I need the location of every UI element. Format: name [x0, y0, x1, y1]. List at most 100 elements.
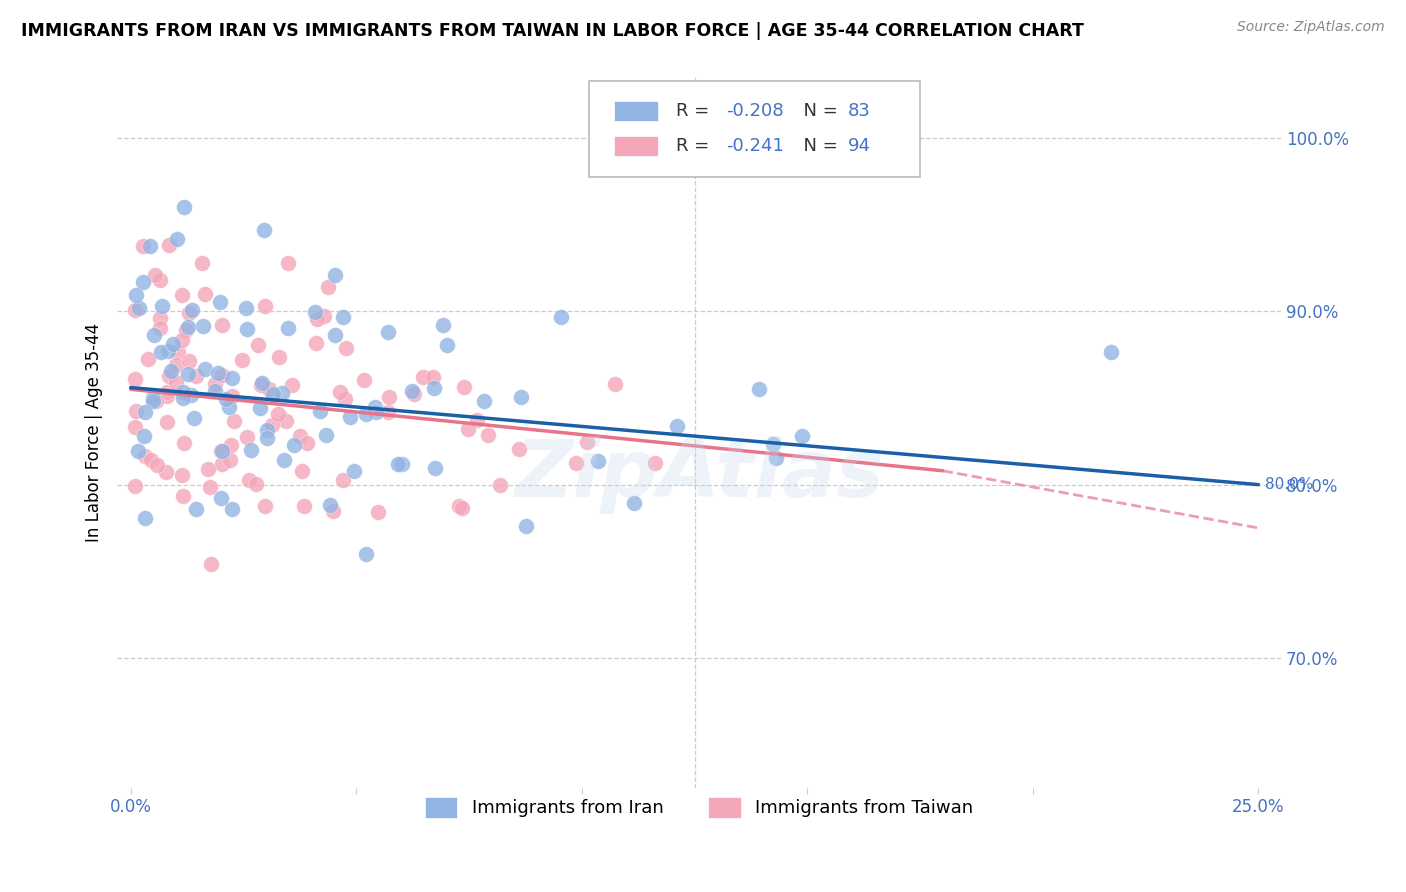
Point [142, 391, 165, 405]
Point [274, 413, 297, 427]
Point [254, 299, 277, 313]
Point [157, 343, 180, 358]
Point [156, 415, 179, 429]
Point [644, 456, 666, 470]
Text: -0.241: -0.241 [725, 137, 783, 155]
Point [515, 519, 537, 533]
Point [295, 436, 318, 450]
Point [404, 387, 426, 401]
Point [354, 547, 377, 561]
Point [134, 449, 156, 463]
Point [436, 338, 458, 352]
Point [367, 505, 389, 519]
Point [765, 451, 787, 466]
Point [312, 309, 335, 323]
Point [184, 501, 207, 516]
Point [174, 322, 197, 336]
Point [322, 504, 344, 518]
Point [207, 366, 229, 380]
Point [315, 428, 337, 442]
Point [165, 375, 187, 389]
Point [155, 465, 177, 479]
Point [564, 456, 586, 470]
Point [457, 422, 479, 436]
Point [236, 430, 259, 444]
Point [221, 501, 243, 516]
Point [586, 454, 609, 468]
Point [1099, 345, 1122, 359]
Point [257, 382, 280, 396]
Point [128, 301, 150, 315]
Point [219, 438, 242, 452]
Point [240, 442, 263, 457]
Point [124, 302, 146, 317]
Point [173, 435, 195, 450]
Point [132, 275, 155, 289]
Point [124, 420, 146, 434]
Point [197, 461, 219, 475]
Point [267, 407, 290, 421]
Point [127, 444, 149, 458]
Point [335, 341, 357, 355]
Point [377, 325, 399, 339]
Point [307, 311, 329, 326]
Point [291, 464, 314, 478]
Text: 83: 83 [848, 102, 870, 120]
Point [172, 392, 194, 406]
Point [157, 237, 180, 252]
Y-axis label: In Labor Force | Age 35-44: In Labor Force | Age 35-44 [86, 323, 103, 542]
Point [236, 322, 259, 336]
Point [170, 334, 193, 348]
Point [181, 303, 204, 318]
Point [450, 501, 472, 516]
Point [267, 350, 290, 364]
Point [318, 280, 340, 294]
Point [186, 369, 208, 384]
Point [472, 394, 495, 409]
Point [422, 369, 444, 384]
Point [477, 427, 499, 442]
Point [139, 452, 162, 467]
Point [432, 318, 454, 332]
Point [219, 453, 242, 467]
Point [191, 256, 214, 270]
Point [160, 364, 183, 378]
Point [603, 376, 626, 391]
Point [235, 301, 257, 315]
Text: 80.0%: 80.0% [1265, 477, 1313, 492]
Point [150, 299, 173, 313]
Point [125, 403, 148, 417]
Point [488, 478, 510, 492]
Point [254, 499, 277, 513]
Point [173, 200, 195, 214]
Point [465, 412, 488, 426]
Point [162, 337, 184, 351]
Point [270, 385, 292, 400]
Point [288, 428, 311, 442]
Point [256, 423, 278, 437]
Point [401, 384, 423, 398]
Point [204, 376, 226, 391]
Point [378, 390, 401, 404]
Point [550, 310, 572, 325]
Point [308, 404, 330, 418]
Point [412, 370, 434, 384]
Point [139, 239, 162, 253]
Point [339, 410, 361, 425]
Point [748, 382, 770, 396]
Point [246, 338, 269, 352]
Text: ZipAtlas: ZipAtlas [515, 436, 884, 515]
Point [157, 369, 180, 384]
Point [134, 511, 156, 525]
Point [332, 473, 354, 487]
Point [191, 318, 214, 333]
Point [253, 223, 276, 237]
Text: IMMIGRANTS FROM IRAN VS IMMIGRANTS FROM TAIWAN IN LABOR FORCE | AGE 35-44 CORREL: IMMIGRANTS FROM IRAN VS IMMIGRANTS FROM … [21, 22, 1084, 40]
Point [209, 491, 232, 505]
Point [422, 381, 444, 395]
Point [221, 371, 243, 385]
Point [125, 288, 148, 302]
Point [132, 238, 155, 252]
Point [305, 336, 328, 351]
Point [215, 392, 238, 407]
